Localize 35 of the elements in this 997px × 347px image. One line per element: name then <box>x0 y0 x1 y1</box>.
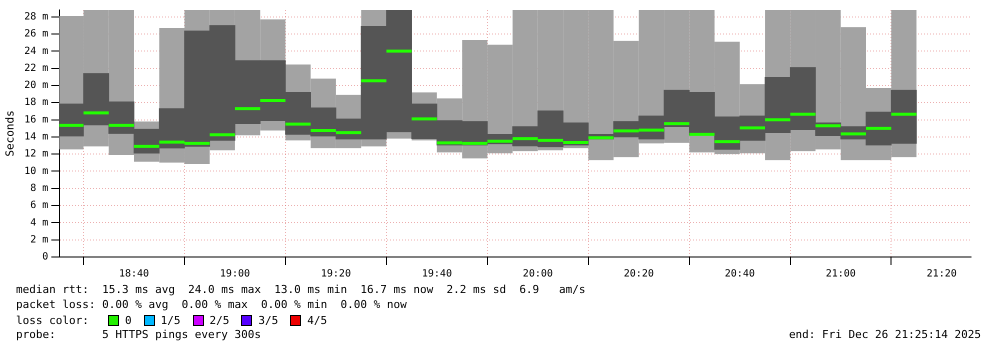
x-tick-label: 20:20 <box>624 268 654 280</box>
y-tick-label: 4 m <box>30 217 48 228</box>
y-tick-label: 16 m <box>24 114 48 126</box>
y-tick-label: 18 m <box>24 97 48 108</box>
x-tick-label: 20:00 <box>522 268 553 280</box>
y-tick-label: 22 m <box>24 62 48 74</box>
y-tick-label: 8 m <box>30 182 48 194</box>
x-tick-label: 21:00 <box>826 268 856 280</box>
y-tick-label: 2 m <box>30 234 48 246</box>
y-tick-label: 14 m <box>24 132 48 143</box>
y-tick-label: 24 m <box>24 46 48 57</box>
y-tick-label: 12 m <box>24 148 48 160</box>
text: 1/5 <box>160 314 180 327</box>
y-tick-label: 26 m <box>24 28 48 40</box>
x-tick-label: 19:00 <box>220 268 250 280</box>
x-tick-label: 18:40 <box>118 268 150 280</box>
text: end: Fri Dec 26 21:25:14 2025 <box>788 328 981 343</box>
x-tick-label: 19:40 <box>422 268 452 280</box>
y-tick-label: 10 m <box>24 166 48 177</box>
text: median rtt: 15.3 ms avg 24.0 ms max 13.0 ms min 16.7 ms now 2.2 ms sd 6.9 am/s <box>16 283 587 298</box>
text: 3/5 <box>258 314 278 327</box>
text: packet loss: 0.00 % avg 0.00 % max 0.00 % min 0.00 % now <box>16 298 408 313</box>
text: probe: 5 HTTPS pings every 300s <box>16 328 262 343</box>
y-tick-label: 28 m <box>24 11 48 22</box>
text: loss color: <box>16 314 90 327</box>
y-tick-label: 20 m <box>24 80 48 92</box>
x-tick-label: 20:40 <box>724 268 755 280</box>
y-tick-label: 0 <box>42 252 48 263</box>
x-tick-label: 19:20 <box>320 268 351 280</box>
y-axis-title: Seconds <box>3 110 16 157</box>
y-tick-label: 6 m <box>30 200 48 212</box>
x-tick-label: 21:20 <box>926 268 957 280</box>
text: 0 <box>125 314 132 327</box>
text: 4/5 <box>307 314 328 327</box>
text: 2/5 <box>210 314 230 327</box>
